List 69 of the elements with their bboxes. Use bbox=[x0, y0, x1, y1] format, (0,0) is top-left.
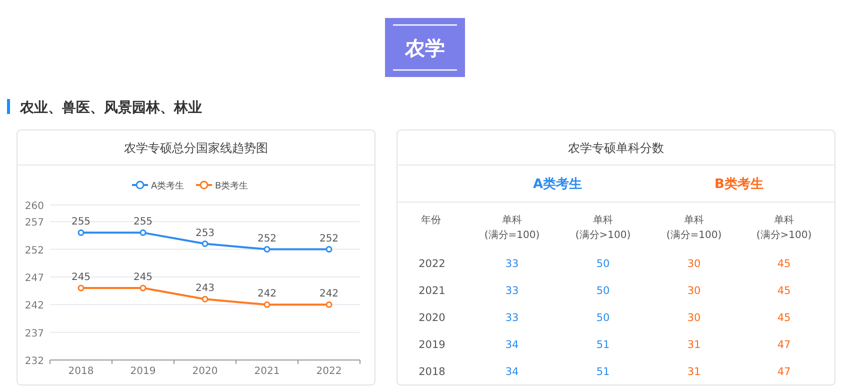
y-tick-label: 237 bbox=[24, 328, 44, 340]
legend-label: A类考生 bbox=[151, 180, 184, 192]
legend-label: B类考生 bbox=[215, 180, 248, 192]
y-tick-label: 242 bbox=[24, 300, 44, 312]
data-label: 252 bbox=[257, 233, 277, 244]
data-label: 255 bbox=[133, 216, 153, 228]
data-label: 33 bbox=[505, 258, 519, 270]
point bbox=[78, 229, 84, 236]
point bbox=[326, 301, 332, 308]
point bbox=[264, 301, 270, 308]
data-label: 252 bbox=[319, 233, 339, 244]
text: 农业、兽医、风景园林、林业 bbox=[19, 100, 202, 116]
x-tick-label: 2022 bbox=[316, 366, 342, 377]
x-tick-label: 单科(满分=100) bbox=[484, 214, 540, 241]
y-tick-label: 2021 bbox=[418, 285, 446, 297]
data-label: 255 bbox=[71, 216, 91, 228]
data-label: 45 bbox=[777, 312, 791, 324]
y-tick-label: 260 bbox=[24, 201, 44, 212]
data-label: 245 bbox=[133, 272, 153, 284]
data-label: 33 bbox=[505, 312, 519, 324]
y-tick-label: 232 bbox=[24, 356, 44, 367]
data-label: 45 bbox=[777, 258, 791, 270]
data-label: 34 bbox=[505, 339, 519, 351]
data-label: 50 bbox=[596, 258, 610, 270]
data-label: 31 bbox=[687, 339, 701, 351]
x-tick-label: 2019 bbox=[130, 366, 156, 377]
y-tick-label: 2022 bbox=[418, 258, 446, 270]
x-tick-label: 单科(满分>100) bbox=[575, 214, 631, 241]
data-label: 50 bbox=[596, 285, 610, 297]
point bbox=[202, 296, 208, 302]
point bbox=[326, 246, 332, 253]
data-label: 33 bbox=[505, 285, 519, 297]
x-tick-label: 2018 bbox=[68, 366, 94, 377]
data-label: 245 bbox=[71, 272, 91, 284]
data-label: 51 bbox=[596, 366, 610, 378]
data-label: 242 bbox=[319, 288, 339, 300]
point bbox=[202, 240, 208, 247]
point bbox=[140, 284, 146, 292]
data-label: 50 bbox=[596, 312, 610, 324]
point bbox=[140, 229, 146, 236]
data-label: 30 bbox=[687, 285, 701, 297]
y-tick-label: 252 bbox=[24, 245, 44, 256]
chart-title: 农学专硕总分国家线趋势图 bbox=[124, 141, 268, 155]
data-label: 51 bbox=[596, 339, 610, 351]
y-tick-label: 257 bbox=[24, 218, 44, 229]
x-tick-label: 单科(满分=100) bbox=[666, 214, 722, 241]
text: 农学 bbox=[404, 36, 445, 60]
legend-title: 年份 bbox=[421, 214, 441, 226]
data-label: 253 bbox=[195, 228, 215, 239]
point bbox=[78, 284, 84, 292]
chart-title: 农学专硕单科分数 bbox=[568, 141, 664, 155]
x-tick-label: 单科(满分>100) bbox=[756, 214, 812, 241]
data-label: 45 bbox=[777, 285, 791, 297]
y-tick-label: 2020 bbox=[418, 312, 446, 324]
y-tick-label: 247 bbox=[24, 272, 44, 284]
point bbox=[264, 246, 270, 253]
data-label: 243 bbox=[195, 283, 215, 294]
text: B类考生 bbox=[714, 177, 764, 192]
x-tick-label: 2021 bbox=[254, 366, 280, 377]
data-label: 31 bbox=[687, 366, 701, 378]
y-tick-label: 2019 bbox=[418, 339, 446, 351]
data-label: 34 bbox=[505, 366, 519, 378]
data-label: 242 bbox=[257, 288, 277, 300]
data-label: 47 bbox=[777, 339, 791, 351]
x-tick-label: 2020 bbox=[192, 366, 218, 377]
data-label: 30 bbox=[687, 312, 701, 324]
data-label: 47 bbox=[777, 366, 791, 378]
data-label: 30 bbox=[687, 258, 701, 270]
text: A类考生 bbox=[532, 177, 582, 192]
